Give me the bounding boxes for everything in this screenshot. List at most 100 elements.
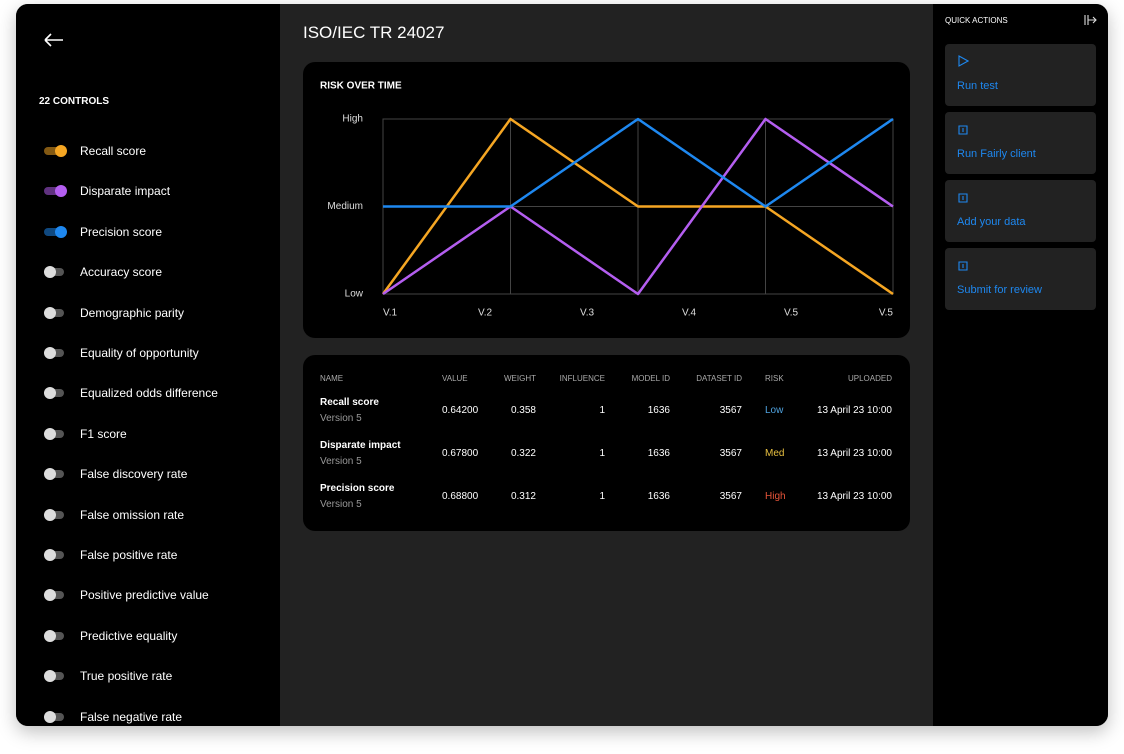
x-tick-label: V.1 — [383, 308, 398, 319]
action-icon — [958, 125, 968, 135]
toggle-knob — [44, 427, 56, 440]
cell: 3567 — [719, 405, 742, 416]
control-label: False positive rate — [80, 548, 178, 562]
cell: 0.68800 — [442, 491, 479, 502]
action-button[interactable]: Submit for review — [945, 248, 1096, 310]
action-label: Run Fairly client — [957, 148, 1036, 160]
toggle[interactable] — [44, 468, 64, 481]
cell: 1636 — [647, 448, 670, 459]
icon-shape — [958, 125, 968, 135]
action-button[interactable]: Run test — [945, 44, 1096, 106]
toggle[interactable] — [44, 508, 64, 521]
risk: Low — [765, 405, 784, 416]
toggle-knob — [44, 670, 56, 683]
row-version: Version 5 — [320, 413, 362, 424]
column-header: RISK — [765, 374, 784, 383]
control-label: F1 score — [80, 426, 127, 441]
cell: 0.67800 — [442, 448, 479, 459]
page-title: ISO/IEC TR 24027 — [303, 23, 445, 42]
control-label: Recall score — [80, 144, 147, 158]
y-tick-label: Low — [345, 289, 364, 300]
back-button[interactable] — [44, 32, 64, 48]
sidebar: 22 CONTROLS Recall score Disparate impact… — [16, 4, 280, 726]
column-header: DATASET ID — [696, 374, 742, 383]
cell: 0.312 — [510, 491, 536, 502]
cell: 1636 — [647, 405, 670, 416]
column-header: MODEL ID — [631, 374, 670, 383]
toggle-knob — [55, 225, 67, 238]
cell: 1636 — [647, 491, 670, 502]
control-label: Positive predictive value — [80, 588, 209, 603]
quick-actions-heading: QUICK ACTIONS — [945, 16, 1008, 25]
x-tick-label: V.2 — [478, 308, 493, 319]
uploaded: 13 April 23 10:00 — [816, 448, 892, 459]
risk: High — [765, 491, 786, 502]
toggle[interactable] — [44, 185, 67, 198]
action-label: Submit for review — [957, 284, 1042, 296]
action-label: Add your data — [957, 216, 1026, 228]
action-icon — [958, 193, 968, 203]
x-tick-label: V.5 — [879, 308, 894, 319]
action-button[interactable]: Add your data — [945, 180, 1096, 242]
row-name: Disparate impact — [320, 440, 401, 451]
toggle-knob — [44, 549, 56, 561]
series-line — [381, 117, 894, 296]
risk: Med — [765, 448, 785, 459]
toggle-knob — [44, 710, 56, 723]
app: 22 CONTROLS Recall score Disparate impact… — [16, 4, 1108, 726]
cell: 3567 — [719, 491, 742, 502]
uploaded: 13 April 23 10:00 — [816, 491, 892, 502]
toggle[interactable] — [44, 266, 64, 279]
toggle-knob — [55, 145, 67, 157]
action-label: Run test — [957, 80, 998, 92]
icon-shape — [958, 55, 969, 67]
row-version: Version 5 — [320, 456, 362, 467]
column-header: VALUE — [442, 374, 468, 383]
toggle-knob — [44, 629, 56, 642]
quick-actions-panel: QUICK ACTIONS Run test Run Fairly client A… — [933, 4, 1108, 726]
logout-icon[interactable] — [1084, 14, 1098, 26]
toggle[interactable] — [44, 225, 67, 238]
column-header: UPLOADED — [847, 374, 892, 383]
toggle[interactable] — [44, 306, 64, 319]
control-label: Disparate impact — [80, 184, 171, 199]
toggle-knob — [44, 266, 56, 279]
column-header: NAME — [320, 374, 344, 383]
control-label: Equalized odds difference — [80, 386, 218, 401]
toggle[interactable] — [44, 710, 64, 723]
control-label: Demographic parity — [80, 305, 185, 320]
toggle-knob — [44, 468, 56, 481]
toggle[interactable] — [44, 629, 64, 642]
control-label: False discovery rate — [80, 467, 188, 482]
chart-card: RISK OVER TIME Low Medium High V.1 V.2 V.3 V.4… — [303, 62, 910, 338]
icon-shape — [958, 261, 968, 271]
column-header: WEIGHT — [504, 374, 536, 383]
cell: 1 — [599, 405, 605, 416]
toggle-knob — [44, 589, 56, 602]
toggle[interactable] — [44, 387, 64, 400]
toggle-knob — [44, 347, 56, 359]
cell: 1 — [599, 491, 605, 502]
control-label: True positive rate — [80, 669, 173, 684]
toggle[interactable] — [44, 427, 64, 440]
control-label: False negative rate — [80, 709, 183, 724]
action-icon — [958, 261, 968, 271]
toggle-knob — [44, 387, 56, 400]
toggle[interactable] — [44, 589, 64, 602]
toggle[interactable] — [44, 670, 64, 683]
action-button[interactable]: Run Fairly client — [945, 112, 1096, 174]
control-label: Predictive equality — [80, 628, 178, 643]
x-tick-label: V.4 — [682, 308, 697, 319]
column-header: INFLUENCE — [559, 374, 605, 383]
toggle[interactable] — [44, 549, 64, 561]
chart-title: RISK OVER TIME — [320, 81, 402, 92]
toggle-knob — [55, 185, 67, 198]
row-name: Precision score — [320, 483, 395, 494]
cell: 0.64200 — [442, 405, 479, 416]
toggle[interactable] — [44, 347, 64, 359]
toggle[interactable] — [44, 145, 67, 157]
series-line — [383, 117, 894, 208]
series-line — [382, 117, 894, 296]
table-card: NAME VALUE WEIGHT INFLUENCE MODEL ID DATASET … — [303, 355, 910, 531]
row-name: Recall score — [320, 397, 379, 408]
